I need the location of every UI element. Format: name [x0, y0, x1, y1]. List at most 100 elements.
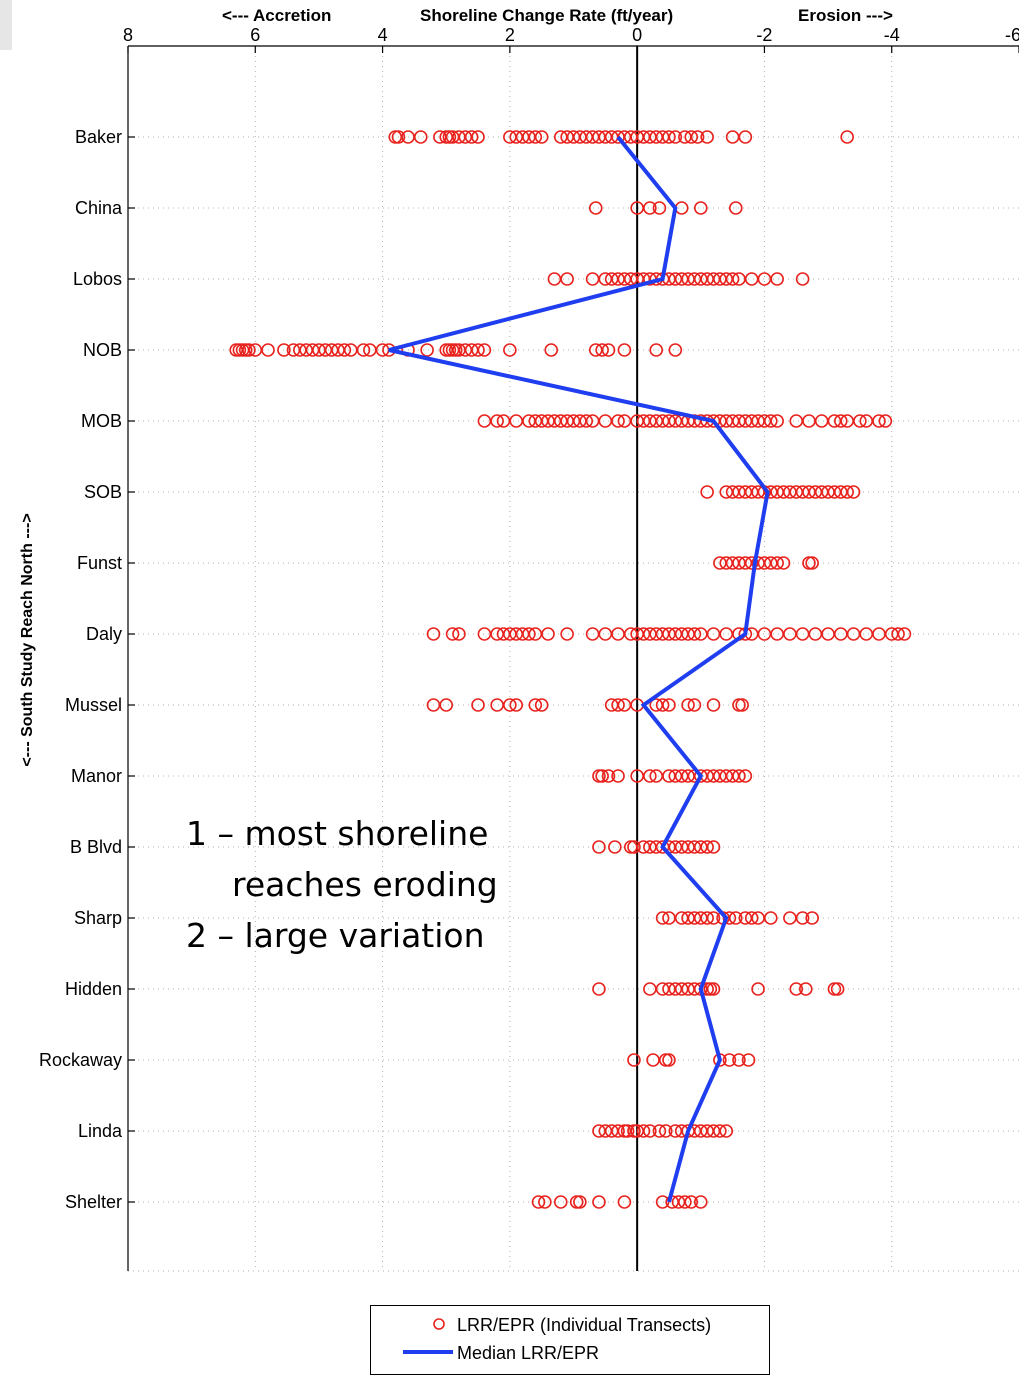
transect-point [560, 272, 574, 286]
transect-point [643, 769, 657, 783]
y-tick-label: NOB [83, 340, 122, 360]
transect-point [783, 627, 797, 641]
legend: LRR/EPR (Individual Transects) Median LR… [370, 1305, 770, 1375]
transect-point [643, 1124, 657, 1138]
transect-point [897, 627, 912, 641]
transect-point [595, 769, 609, 783]
transect-point [668, 130, 683, 144]
transect-point [531, 1195, 546, 1209]
transect-point [617, 1195, 632, 1209]
transect-point [668, 343, 683, 357]
transect-point [658, 1124, 673, 1138]
transect-point [538, 1195, 552, 1209]
transect-point [763, 414, 778, 428]
transect-point [649, 343, 664, 357]
erosion-label: Erosion ---> [798, 6, 893, 25]
transect-point [391, 130, 406, 144]
transect-point [277, 343, 291, 357]
annotation: 1 – most shoreline reaches eroding 2 – l… [186, 808, 498, 961]
transect-point [684, 130, 699, 144]
transect-point [783, 911, 797, 925]
scatter-chart: 8 6 4 2 0 -2 -4 -6 Baker China Lobos NOB MOB SOB Funst… [39, 25, 1019, 1272]
open-circle-marker-icon [433, 1318, 445, 1330]
transect-point [662, 698, 676, 712]
transect-point [690, 130, 705, 144]
transect-point [770, 556, 784, 570]
annotation-line-1: 1 – most shoreline [186, 814, 489, 853]
transect-point [620, 1124, 635, 1138]
transect-point [735, 698, 749, 712]
transect-point [687, 698, 702, 712]
transect-point [840, 485, 854, 499]
axis-layer: 8 6 4 2 0 -2 -4 -6 Baker China Lobos NOB MOB SOB Funst… [39, 25, 1019, 1271]
transect-point [627, 840, 641, 854]
transect-point [643, 982, 657, 996]
x-tick-label: 4 [378, 25, 388, 45]
transect-point [337, 343, 352, 357]
transect-point [503, 343, 517, 357]
transect-point [805, 556, 819, 570]
transect-point [601, 343, 616, 357]
transect-point [560, 627, 574, 641]
transect-point [452, 627, 466, 641]
legend-label-median: Median LRR/EPR [457, 1343, 600, 1363]
transect-point [700, 911, 714, 925]
transect-point [464, 130, 479, 144]
y-tick-label: Hidden [65, 979, 122, 999]
transect-point [595, 343, 609, 357]
transect-point [608, 840, 622, 854]
transect-point [770, 627, 784, 641]
transect-point [687, 627, 702, 641]
transect-point [719, 627, 734, 641]
x-tick-label: -6 [1005, 25, 1019, 45]
chart-header: <--- Accretion Shoreline Change Rate (ft… [0, 4, 1019, 30]
transect-point [706, 982, 721, 996]
transect-point [356, 343, 371, 357]
annotation-line-2: reaches eroding [232, 865, 498, 904]
transect-point [681, 698, 695, 712]
transect-point [891, 627, 905, 641]
transect-point [728, 911, 743, 925]
transect-point [420, 343, 434, 357]
transect-point [261, 343, 275, 357]
accretion-label: <--- Accretion [222, 6, 332, 25]
transect-point [617, 343, 632, 357]
transect-point [471, 698, 485, 712]
legend-item-points: LRR/EPR (Individual Transects) [371, 1312, 769, 1336]
transect-point [655, 911, 670, 925]
transect-point [522, 627, 536, 641]
transect-point [534, 698, 549, 712]
transect-point [706, 840, 721, 854]
corner-panel [0, 0, 12, 50]
transect-point [738, 130, 753, 144]
transect-point [636, 1124, 651, 1138]
transect-point [805, 911, 819, 925]
transect-point [684, 1195, 699, 1209]
transect-point [732, 769, 746, 783]
transect-point [439, 698, 454, 712]
transect-point [655, 698, 670, 712]
transect-point [693, 201, 708, 215]
legend-label-points: LRR/EPR (Individual Transects) [457, 1315, 712, 1335]
transect-point [859, 627, 874, 641]
y-tick-label: Linda [78, 1121, 123, 1141]
transect-point [503, 698, 517, 712]
transect-point [662, 1053, 676, 1067]
y-tick-label: Lobos [73, 269, 122, 289]
transect-point [770, 414, 784, 428]
transect-point [808, 627, 823, 641]
transect-point [579, 414, 594, 428]
transect-point [528, 698, 543, 712]
y-tick-label: SOB [84, 482, 122, 502]
y-tick-label: Manor [71, 766, 122, 786]
transect-point [728, 201, 743, 215]
transect-point [242, 343, 256, 357]
transect-point [445, 627, 460, 641]
transect-point [789, 982, 804, 996]
transect-point [592, 840, 606, 854]
transect-point [833, 414, 848, 428]
transect-point [553, 1195, 568, 1209]
median-line-icon [403, 1350, 453, 1354]
transect-point [490, 698, 504, 712]
y-tick-label: B Blvd [70, 837, 122, 857]
